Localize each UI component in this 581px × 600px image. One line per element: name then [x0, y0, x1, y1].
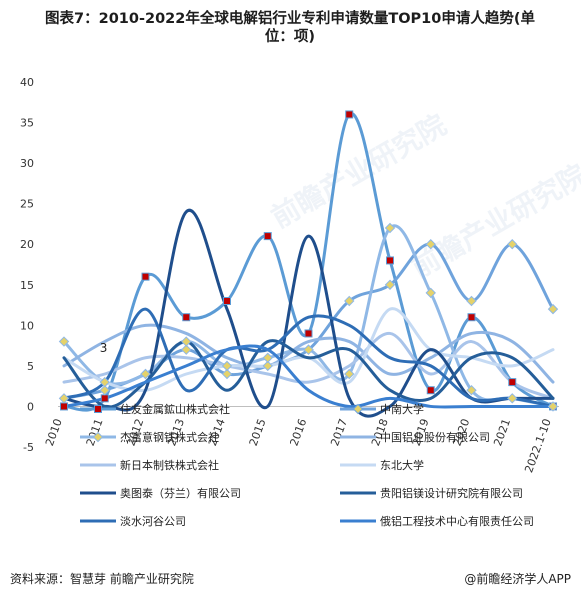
legend-label: 杰富意钢铁株式会社	[120, 430, 219, 444]
series-line	[62, 323, 555, 384]
data-point-marker	[262, 352, 273, 363]
y-tick-label: 15	[20, 279, 34, 292]
chart-title-line1: 图表7：2010-2022年全球电解铝行业专利申请数量TOP10申请人趋势(单	[45, 11, 535, 27]
legend-marker	[94, 405, 102, 413]
data-point-marker	[100, 394, 109, 403]
data-point-marker	[181, 336, 192, 347]
data-point-marker	[181, 344, 192, 355]
legend-label: 中国铝业股份有限公司	[380, 430, 490, 444]
y-tick-label: 10	[20, 319, 34, 332]
y-tick-label: -5	[23, 441, 34, 454]
legend-label: 东北大学	[380, 458, 424, 472]
data-point-marker	[507, 393, 518, 404]
data-point-marker	[466, 295, 477, 307]
legend-label: 新日本制铁株式会社	[120, 458, 219, 472]
x-tick-label: 2010	[43, 417, 65, 448]
chart-title-line2: 位：项)	[264, 29, 316, 45]
data-point-marker	[507, 239, 518, 250]
data-point-marker	[140, 368, 151, 380]
legend-label: 中南大学	[380, 402, 424, 416]
y-tick-label: 5	[27, 360, 34, 373]
legend-label: 奥图泰（芬兰）有限公司	[120, 486, 241, 500]
data-point-marker	[182, 313, 191, 322]
data-point-marker	[344, 295, 355, 307]
data-point-marker	[467, 313, 476, 322]
data-point-marker	[221, 368, 233, 380]
series-line	[62, 331, 555, 400]
data-point-marker	[99, 385, 110, 396]
x-tick-label: 2021	[491, 417, 513, 448]
data-point-marker	[223, 297, 231, 305]
data-point-marker	[99, 376, 110, 388]
legend-label: 贵阳铝镁设计研究院有限公司	[380, 486, 523, 500]
series-line	[62, 112, 555, 412]
data-point-marker	[262, 360, 273, 372]
data-point-marker	[221, 360, 233, 372]
x-tick-label: 2011	[84, 417, 106, 448]
y-tick-label: 40	[20, 76, 34, 89]
y-tick-label: 30	[20, 157, 34, 170]
data-point-marker	[425, 287, 436, 299]
series-line	[62, 344, 555, 409]
legend-marker	[352, 403, 364, 415]
y-tick-label: 35	[20, 117, 34, 130]
data-point-marker	[386, 256, 394, 265]
y-tick-label: 20	[20, 238, 34, 251]
legend-marker	[92, 431, 104, 443]
chart-title: 图表7：2010-2022年全球电解铝行业专利申请数量TOP10申请人趋势(单 …	[10, 10, 570, 46]
data-point-marker	[384, 222, 396, 234]
data-point-marker	[425, 239, 436, 250]
data-point-marker	[303, 344, 314, 355]
data-point-marker	[345, 110, 354, 119]
data-label: 3	[100, 341, 108, 355]
y-tick-label: 0	[27, 400, 34, 413]
data-point-marker	[508, 378, 517, 387]
data-point-marker	[141, 272, 150, 281]
data-point-marker	[304, 329, 313, 338]
x-tick-label: 2017	[328, 417, 350, 448]
data-point-marker	[547, 401, 559, 412]
data-point-marker	[344, 368, 355, 380]
brand-credit: @前瞻经济学人APP	[464, 572, 571, 586]
legend-label: 俄铝工程技术中心有限责任公司	[380, 514, 534, 528]
x-tick-label: 2022.1-10	[522, 417, 554, 475]
data-point-marker	[426, 386, 435, 395]
y-tick-label: 25	[20, 198, 34, 211]
data-point-marker	[263, 232, 272, 241]
source-note: 资料来源：智慧芽 前瞻产业研究院	[10, 572, 194, 586]
data-point-marker	[58, 393, 70, 404]
legend-label: 住友金属鉱山株式会社	[120, 402, 230, 416]
data-point-marker	[466, 385, 477, 396]
data-point-marker	[547, 303, 559, 315]
data-point-marker	[58, 336, 70, 347]
x-tick-label: 2016	[288, 417, 310, 448]
series-line	[62, 307, 555, 408]
x-tick-label: 2015	[247, 417, 269, 448]
data-point-marker	[384, 279, 396, 290]
legend-label: 淡水河谷公司	[120, 515, 186, 528]
data-point-marker	[60, 402, 68, 411]
